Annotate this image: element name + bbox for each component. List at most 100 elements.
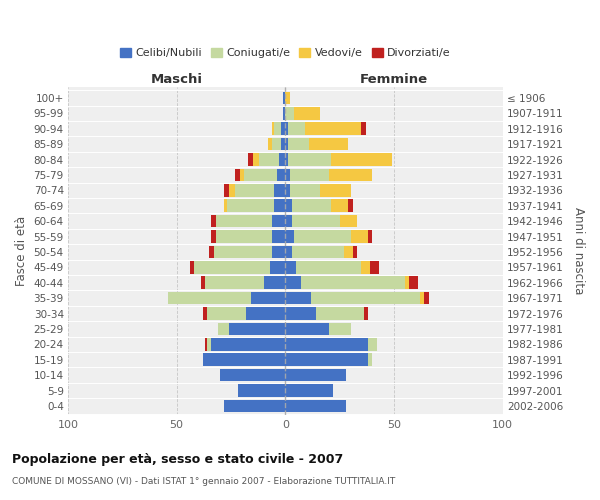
Bar bbox=[272, 246, 286, 258]
Bar bbox=[340, 215, 357, 228]
Bar bbox=[294, 230, 350, 243]
Bar bbox=[424, 292, 429, 304]
Bar bbox=[287, 153, 331, 166]
Bar bbox=[259, 153, 279, 166]
Bar bbox=[272, 230, 286, 243]
Text: Femmine: Femmine bbox=[360, 72, 428, 86]
Bar bbox=[272, 138, 281, 150]
Bar bbox=[286, 246, 292, 258]
Text: Maschi: Maschi bbox=[151, 72, 203, 86]
Bar bbox=[207, 338, 211, 350]
Bar bbox=[290, 168, 329, 181]
Legend: Celibi/Nubili, Coniugati/e, Vedovi/e, Divorziati/e: Celibi/Nubili, Coniugati/e, Vedovi/e, Di… bbox=[115, 44, 455, 63]
Bar bbox=[290, 184, 320, 196]
Bar bbox=[286, 200, 292, 212]
Bar bbox=[279, 153, 286, 166]
Bar bbox=[287, 122, 305, 135]
Y-axis label: Fasce di età: Fasce di età bbox=[15, 216, 28, 286]
Bar bbox=[286, 400, 346, 412]
Bar bbox=[205, 338, 207, 350]
Bar bbox=[268, 138, 272, 150]
Bar bbox=[292, 200, 331, 212]
Bar bbox=[281, 122, 286, 135]
Bar bbox=[277, 168, 286, 181]
Bar bbox=[353, 246, 357, 258]
Bar bbox=[316, 307, 364, 320]
Bar bbox=[286, 122, 287, 135]
Bar bbox=[292, 246, 344, 258]
Text: COMUNE DI MOSSANO (VI) - Dati ISTAT 1° gennaio 2007 - Elaborazione TUTTITALIA.IT: COMUNE DI MOSSANO (VI) - Dati ISTAT 1° g… bbox=[12, 478, 395, 486]
Bar bbox=[229, 322, 286, 335]
Bar bbox=[251, 292, 286, 304]
Bar bbox=[246, 307, 286, 320]
Bar bbox=[344, 246, 353, 258]
Bar bbox=[286, 338, 368, 350]
Bar bbox=[227, 200, 274, 212]
Bar bbox=[301, 276, 405, 289]
Bar bbox=[368, 230, 373, 243]
Text: Popolazione per età, sesso e stato civile - 2007: Popolazione per età, sesso e stato civil… bbox=[12, 452, 343, 466]
Bar bbox=[368, 338, 377, 350]
Bar bbox=[274, 200, 286, 212]
Bar bbox=[286, 384, 333, 397]
Bar bbox=[216, 215, 272, 228]
Bar bbox=[235, 168, 240, 181]
Bar bbox=[286, 354, 368, 366]
Bar bbox=[216, 230, 272, 243]
Bar bbox=[286, 92, 290, 104]
Bar bbox=[368, 354, 373, 366]
Bar bbox=[286, 369, 346, 382]
Bar bbox=[235, 184, 274, 196]
Bar bbox=[370, 261, 379, 274]
Bar bbox=[263, 276, 286, 289]
Bar bbox=[248, 153, 253, 166]
Bar bbox=[253, 153, 259, 166]
Bar bbox=[405, 276, 409, 289]
Bar bbox=[209, 246, 214, 258]
Bar bbox=[211, 230, 216, 243]
Bar bbox=[207, 307, 246, 320]
Y-axis label: Anni di nascita: Anni di nascita bbox=[572, 208, 585, 295]
Bar bbox=[287, 138, 309, 150]
Bar bbox=[409, 276, 418, 289]
Bar bbox=[274, 122, 281, 135]
Bar bbox=[214, 246, 272, 258]
Bar bbox=[286, 276, 301, 289]
Bar bbox=[329, 322, 350, 335]
Bar bbox=[296, 261, 361, 274]
Bar bbox=[286, 230, 294, 243]
Bar bbox=[286, 184, 290, 196]
Bar bbox=[286, 138, 287, 150]
Bar bbox=[283, 92, 286, 104]
Bar bbox=[224, 184, 229, 196]
Bar bbox=[305, 122, 361, 135]
Bar bbox=[286, 107, 294, 120]
Bar bbox=[361, 261, 370, 274]
Bar bbox=[286, 292, 311, 304]
Bar bbox=[364, 307, 368, 320]
Bar bbox=[240, 168, 244, 181]
Bar bbox=[349, 200, 353, 212]
Bar bbox=[205, 276, 263, 289]
Bar bbox=[286, 168, 290, 181]
Bar bbox=[286, 261, 296, 274]
Bar bbox=[309, 138, 349, 150]
Bar bbox=[281, 138, 286, 150]
Bar bbox=[270, 261, 286, 274]
Bar bbox=[274, 184, 286, 196]
Bar bbox=[331, 153, 392, 166]
Bar bbox=[286, 322, 329, 335]
Bar bbox=[286, 307, 316, 320]
Bar bbox=[211, 338, 286, 350]
Bar bbox=[320, 184, 350, 196]
Bar bbox=[272, 122, 274, 135]
Bar bbox=[211, 215, 216, 228]
Bar bbox=[220, 369, 286, 382]
Bar bbox=[203, 307, 207, 320]
Bar bbox=[311, 292, 420, 304]
Bar bbox=[286, 153, 287, 166]
Bar bbox=[218, 322, 229, 335]
Bar bbox=[194, 261, 270, 274]
Bar bbox=[238, 384, 286, 397]
Bar bbox=[286, 215, 292, 228]
